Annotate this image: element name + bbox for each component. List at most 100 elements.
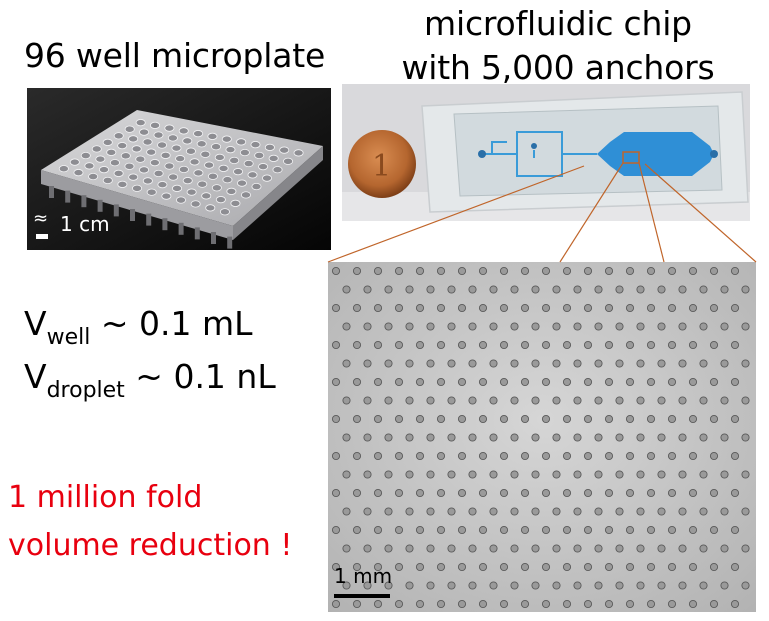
microplate-well bbox=[243, 159, 254, 168]
anchor-well bbox=[436, 266, 446, 276]
microplate-well bbox=[239, 148, 250, 157]
anchor-well bbox=[562, 414, 572, 424]
microplate-well bbox=[207, 132, 218, 140]
anchor-well bbox=[499, 266, 509, 276]
anchor-well bbox=[657, 322, 666, 331]
anchor-well bbox=[436, 377, 446, 387]
microplate-well bbox=[124, 162, 135, 170]
anchor-well bbox=[573, 507, 582, 516]
anchor-well bbox=[384, 359, 393, 368]
anchor-well bbox=[720, 285, 729, 294]
anchor-well bbox=[447, 359, 456, 368]
anchor-well bbox=[352, 599, 362, 609]
microplate-well bbox=[164, 162, 175, 170]
anchor-well bbox=[667, 303, 677, 313]
microplate-well bbox=[153, 131, 164, 139]
microplate-well bbox=[106, 148, 117, 156]
microplate-well bbox=[230, 199, 241, 207]
anchor-well bbox=[688, 488, 698, 498]
anchor-well bbox=[468, 322, 477, 331]
anchor-well bbox=[447, 396, 456, 405]
droplet-volume-equation: Vdroplet ~ 0.1 nL bbox=[24, 357, 276, 403]
anchor-well bbox=[373, 303, 383, 313]
anchor-well bbox=[657, 470, 666, 479]
anchor-well bbox=[426, 544, 435, 553]
anchor-well bbox=[457, 340, 467, 350]
microplate-well bbox=[226, 187, 237, 195]
anchor-well bbox=[489, 433, 498, 442]
anchor-well bbox=[478, 340, 488, 350]
anchor-well bbox=[468, 507, 477, 516]
anchor-well bbox=[468, 544, 477, 553]
anchor-well bbox=[457, 266, 467, 276]
anchor-well bbox=[352, 377, 362, 387]
plate-scale-bar bbox=[36, 234, 48, 239]
microplate-well bbox=[91, 145, 102, 153]
anchor-well bbox=[384, 322, 393, 331]
anchor-well bbox=[520, 340, 530, 350]
anchor-well bbox=[478, 562, 488, 572]
anchor-well bbox=[426, 396, 435, 405]
microplate-well bbox=[157, 141, 168, 149]
anchor-well bbox=[699, 470, 708, 479]
anchor-well bbox=[415, 303, 425, 313]
anchor-well bbox=[384, 581, 393, 590]
anchor-well bbox=[531, 544, 540, 553]
microplate-well bbox=[189, 158, 200, 166]
anchor-well bbox=[468, 285, 477, 294]
anchor-well bbox=[552, 470, 561, 479]
microplate-well bbox=[268, 154, 279, 162]
anchor-well bbox=[594, 507, 603, 516]
microplate-well-tip bbox=[178, 222, 184, 235]
anchor-well bbox=[478, 377, 488, 387]
anchor-well bbox=[457, 377, 467, 387]
svg-text:1: 1 bbox=[372, 149, 391, 184]
anchor-well bbox=[636, 581, 645, 590]
anchor-well bbox=[352, 525, 362, 535]
anchor-well bbox=[415, 488, 425, 498]
anchor-well bbox=[646, 340, 656, 350]
anchor-well bbox=[520, 599, 530, 609]
anchor-well bbox=[373, 377, 383, 387]
anchor-well bbox=[709, 414, 719, 424]
microplate-well-tip bbox=[81, 195, 87, 208]
anchor-well bbox=[583, 340, 593, 350]
anchor-well bbox=[657, 581, 666, 590]
anchor-well bbox=[562, 340, 572, 350]
anchor-well bbox=[415, 414, 425, 424]
anchor-well bbox=[678, 470, 687, 479]
anchor-well bbox=[720, 507, 729, 516]
anchor-well bbox=[394, 599, 404, 609]
anchor-well bbox=[363, 544, 372, 553]
microplate-image bbox=[27, 88, 331, 250]
anchor-well bbox=[373, 266, 383, 276]
microplate-well bbox=[247, 171, 258, 179]
microplate-well bbox=[150, 121, 161, 129]
anchor-well bbox=[720, 581, 729, 590]
anchor-well bbox=[352, 562, 362, 572]
anchor-well bbox=[678, 507, 687, 516]
anchor-well bbox=[552, 433, 561, 442]
anchor-well bbox=[636, 433, 645, 442]
anchor-well bbox=[678, 285, 687, 294]
anchor-well bbox=[499, 414, 509, 424]
microplate-well bbox=[207, 172, 218, 180]
anchor-well bbox=[352, 303, 362, 313]
microplate-well bbox=[167, 134, 178, 142]
plate-scale-label: 1 cm bbox=[60, 212, 110, 236]
anchor-well bbox=[646, 525, 656, 535]
microplate-well-tip bbox=[194, 227, 200, 240]
anchor-well bbox=[457, 303, 467, 313]
anchor-well bbox=[520, 488, 530, 498]
anchor-well bbox=[447, 285, 456, 294]
anchor-well bbox=[583, 599, 593, 609]
anchor-well bbox=[457, 562, 467, 572]
microplate-well bbox=[132, 184, 143, 192]
anchor-well bbox=[436, 562, 446, 572]
anchor-well bbox=[552, 507, 561, 516]
plate-scale-approx: ≈ bbox=[33, 208, 49, 229]
anchor-well bbox=[541, 266, 551, 276]
anchor-well bbox=[699, 433, 708, 442]
anchor-well bbox=[478, 414, 488, 424]
anchor-well bbox=[331, 340, 341, 350]
